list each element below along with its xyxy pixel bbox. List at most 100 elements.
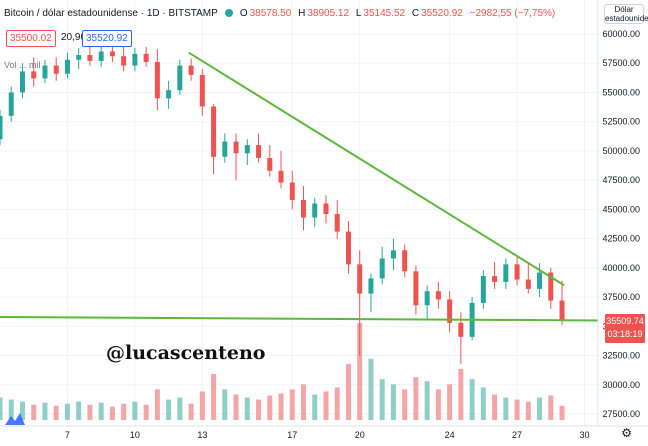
candle-body: [233, 141, 239, 154]
ohlc-open: O 38578.50: [239, 7, 292, 19]
volume-bar: [76, 401, 82, 420]
volume-bar: [480, 387, 486, 420]
volume-bar: [121, 403, 127, 420]
last-price-label: 35509.74 03:18:19: [605, 314, 645, 343]
candle-body: [323, 203, 329, 215]
price-tick-label: 30000.00: [602, 380, 640, 390]
candle-body: [492, 276, 498, 282]
candle-body: [188, 65, 194, 75]
bar-countdown: 03:18:19: [607, 329, 643, 339]
volume-bar: [402, 389, 408, 420]
candle-body: [390, 250, 396, 259]
currency-selector[interactable]: Dólar estadounidense: [604, 4, 648, 24]
volume-bar: [222, 389, 228, 420]
volume-bar: [256, 399, 262, 420]
candle-body: [166, 90, 172, 99]
volume-bars: [0, 323, 565, 420]
symbol-header: Bitcoin / dólar estadounidense · 1D · BI…: [4, 6, 557, 20]
candle-body: [480, 276, 486, 303]
candle-body: [379, 258, 385, 279]
candle-body: [8, 92, 14, 116]
volume-bar: [424, 381, 430, 420]
price-axis: 60000.00 57500.00 55000.00 52500.00 50000.00…: [597, 0, 648, 446]
candle-body: [525, 279, 531, 289]
trendline: [0, 315, 599, 322]
volume-bar: [492, 394, 498, 420]
volume-bar: [109, 406, 115, 420]
candle-body: [548, 272, 554, 301]
last-price-value: 35509.74: [606, 316, 644, 326]
candle-body: [132, 53, 138, 66]
volume-bar: [458, 369, 464, 420]
symbol-title[interactable]: Bitcoin / dólar estadounidense · 1D · BI…: [4, 7, 218, 19]
volume-bar: [413, 377, 419, 420]
volume-bar: [278, 393, 284, 420]
time-tick-label: 20: [355, 430, 365, 440]
volume-bar: [8, 399, 14, 420]
ohlc-high: H 38905.12: [298, 7, 350, 19]
time-axis: 7 10 13 17 20 24 27 30: [0, 425, 648, 440]
volume-bar: [53, 405, 59, 420]
price-axis-panel: [598, 0, 648, 446]
candle-body: [312, 203, 318, 218]
candle-body: [256, 145, 262, 158]
volume-bar: [357, 323, 363, 420]
candle-body: [334, 214, 340, 232]
price-tick-label: 60000.00: [602, 29, 640, 39]
volume-bar: [211, 374, 217, 420]
price-tick-label: 37500.00: [602, 292, 640, 302]
author-watermark: @lucascenteno: [106, 342, 266, 364]
tradingview-logo-icon[interactable]: [4, 410, 26, 426]
volume-bar: [154, 389, 160, 420]
candle-body: [537, 272, 543, 289]
volume-bar: [98, 402, 104, 420]
grid: [0, 0, 598, 426]
candle-body: [42, 65, 48, 79]
time-tick-label: 10: [130, 430, 140, 440]
volume-bar: [244, 397, 250, 420]
ohlc-low: L 35145.52: [355, 7, 406, 19]
volume-bar: [64, 403, 70, 420]
price-tick-label: 57500.00: [602, 58, 640, 68]
spread-value: 20,90: [61, 32, 87, 43]
price-tick-label: 42500.00: [602, 234, 640, 244]
time-tick-label: 17: [287, 430, 297, 440]
candle-body: [0, 115, 3, 140]
volume-bar: [0, 397, 3, 420]
candle-body: [503, 264, 509, 282]
price-tick-label: 40000.00: [602, 263, 640, 273]
candle-body: [368, 278, 374, 294]
market-status-icon: [224, 9, 233, 17]
candle-body: [211, 106, 217, 157]
candle-body: [424, 291, 430, 306]
price-tick-label: 52500.00: [602, 117, 640, 127]
price-tick-label: 47500.00: [602, 175, 640, 185]
candle-body: [289, 182, 295, 201]
candle-body: [98, 51, 104, 61]
volume-bar: [559, 405, 565, 420]
volume-label[interactable]: Vol ... mil: [4, 60, 41, 70]
candles: [0, 42, 565, 364]
candle-body: [154, 62, 160, 99]
candle-body: [514, 264, 520, 280]
volume-bar: [390, 384, 396, 420]
ohlc-values: O 38578.50 H 38905.12 L 35145.52 C 35520.92 …: [240, 8, 557, 19]
time-tick-label: 13: [197, 430, 207, 440]
volume-bar: [19, 401, 25, 420]
volume-bar: [166, 399, 172, 420]
candle-body: [559, 300, 565, 321]
price-tick-label: 27500.00: [602, 409, 640, 419]
ohlc-change: −2982,55 (−7,75%): [469, 7, 556, 19]
candle-body: [435, 291, 441, 300]
volume-bar: [300, 384, 306, 420]
price-tick-label: 50000.00: [602, 146, 640, 156]
sell-price-button[interactable]: 35500.02: [6, 30, 56, 47]
volume-bar: [525, 401, 531, 420]
buy-price-button[interactable]: 35520.92: [82, 30, 132, 47]
candle-body: [109, 51, 115, 57]
price-tick-label: 55000.00: [602, 87, 640, 97]
gear-icon[interactable]: ⚙: [621, 426, 632, 440]
candle-body: [76, 55, 82, 60]
volume-bar: [188, 403, 194, 420]
